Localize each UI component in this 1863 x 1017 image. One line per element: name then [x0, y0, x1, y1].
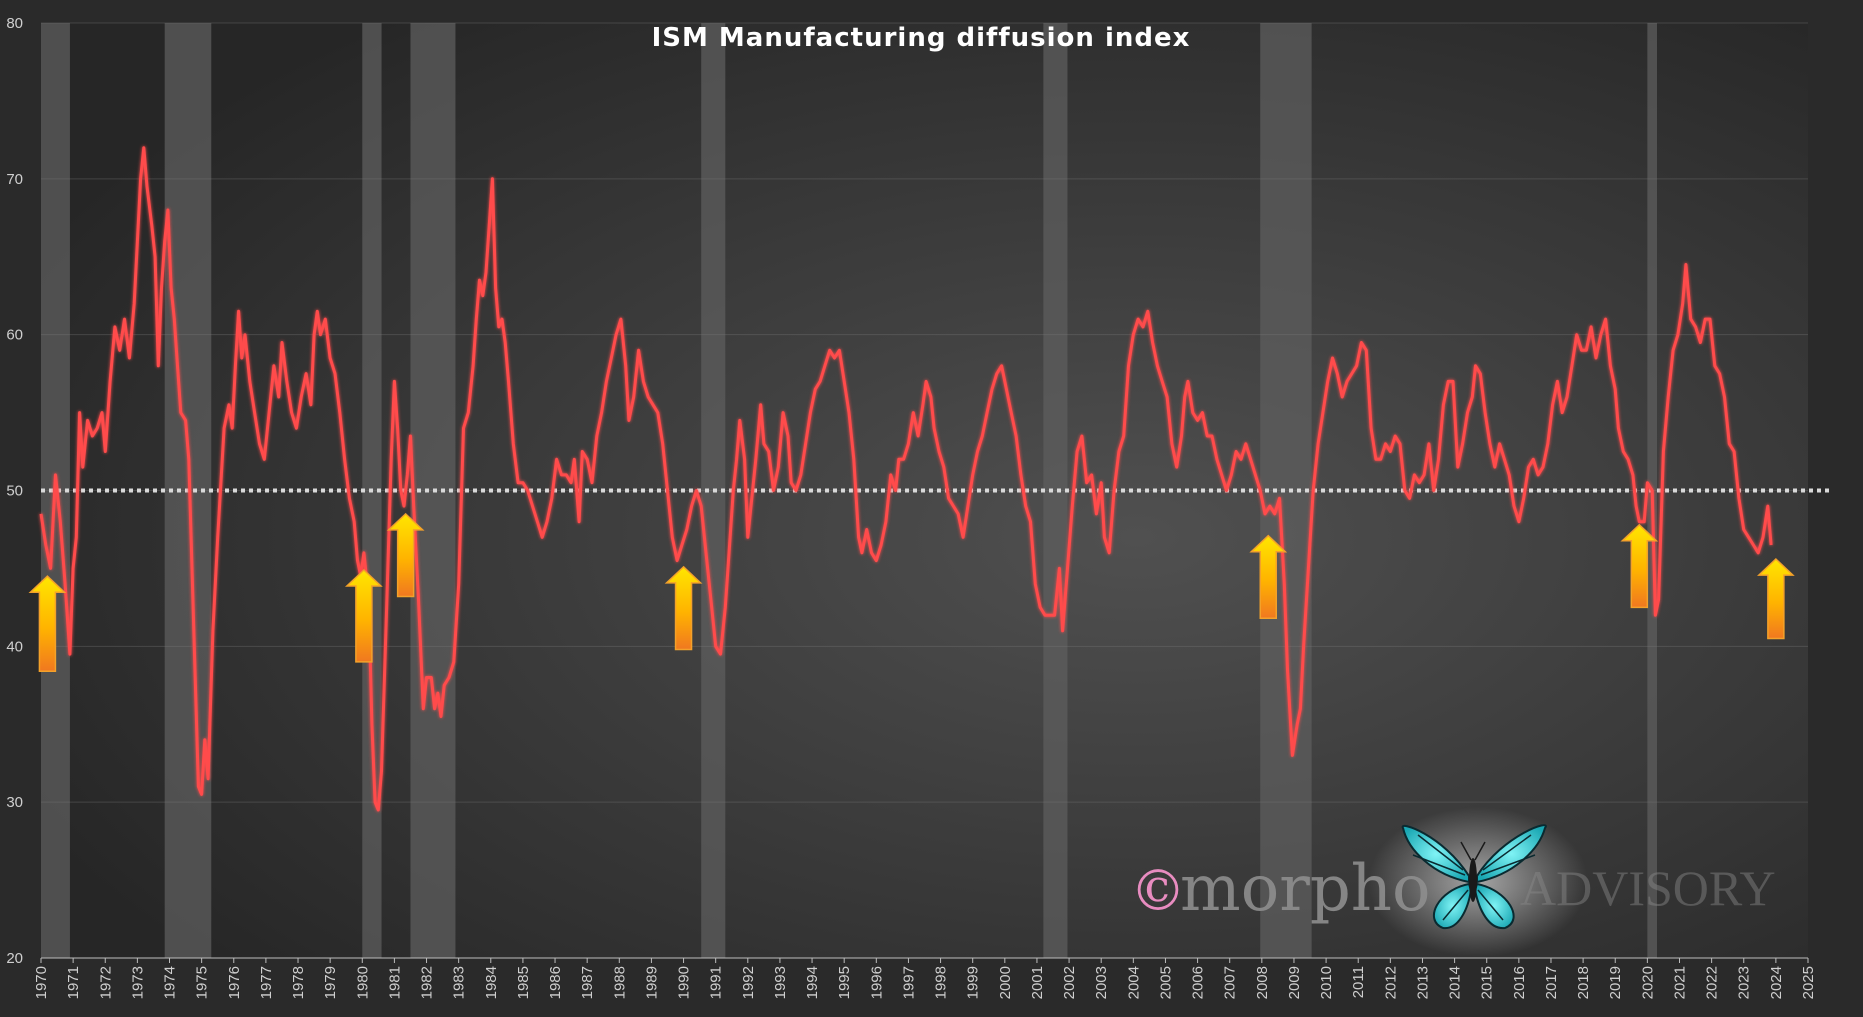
y-tick-label: 70	[6, 171, 23, 188]
x-tick-label: 1985	[515, 966, 532, 999]
y-tick-label: 60	[6, 327, 23, 344]
x-tick-label: 1979	[322, 966, 339, 999]
x-tick-label: 1988	[611, 966, 628, 999]
watermark: © morpho ADVISORY	[1130, 807, 1776, 957]
up-arrow-annotation	[664, 565, 703, 651]
x-tick-label: 2011	[1350, 966, 1367, 998]
x-tick-label: 2002	[1061, 966, 1078, 999]
x-tick-label: 2010	[1318, 966, 1335, 999]
x-tick-label: 2019	[1607, 966, 1624, 999]
x-tick-label: 1997	[900, 966, 917, 999]
x-tick-label: 1995	[836, 966, 853, 999]
x-tick-label: 1982	[419, 966, 436, 999]
watermark-brand-advisory: ADVISORY	[1520, 860, 1776, 916]
x-tick-label: 2013	[1414, 966, 1431, 999]
x-tick-label: 1992	[740, 966, 757, 999]
x-tick-label: 1991	[708, 966, 725, 999]
x-tick-label: 1971	[65, 966, 82, 999]
up-arrow-annotation	[1620, 523, 1659, 609]
recession-bands	[41, 23, 1658, 958]
y-tick-label: 40	[6, 638, 23, 655]
x-tick-label: 2025	[1800, 966, 1817, 999]
butterfly-logo-icon	[1401, 824, 1547, 930]
x-tick-label: 1973	[129, 966, 146, 999]
x-tick-label: 2004	[1125, 966, 1142, 999]
y-tick-label: 80	[6, 15, 23, 32]
x-tick-label: 2009	[1286, 966, 1303, 999]
x-tick-label: 2003	[1093, 966, 1110, 999]
x-tick-label: 2021	[1671, 966, 1688, 999]
x-tick-label: 1981	[386, 966, 403, 999]
y-tick-label: 20	[6, 950, 23, 967]
x-tick-label: 1993	[772, 966, 789, 999]
x-tick-label: 1983	[451, 966, 468, 999]
watermark-copyright: ©	[1130, 859, 1186, 924]
chart-title: ISM Manufacturing diffusion index	[652, 23, 1191, 53]
x-tick-label: 2016	[1511, 966, 1528, 999]
x-tick-label: 2024	[1768, 966, 1785, 999]
x-tick-label: 2020	[1639, 966, 1656, 999]
x-tick-label: 1975	[194, 966, 211, 999]
x-tick-label: 1998	[933, 966, 950, 999]
x-tick-label: 1974	[162, 966, 179, 999]
x-tick-label: 2017	[1543, 966, 1560, 999]
x-tick-label: 1999	[965, 966, 982, 999]
recession-band	[1043, 23, 1068, 958]
x-tick-label: 1987	[579, 966, 596, 999]
x-tick-label: 2018	[1575, 966, 1592, 999]
x-tick-label: 2014	[1447, 966, 1464, 999]
up-arrow-annotation	[386, 512, 425, 598]
x-tick-label: 2012	[1382, 966, 1399, 999]
x-tick-label: 2008	[1254, 966, 1271, 999]
x-tick-label: 1996	[868, 966, 885, 999]
x-tick-label: 1989	[643, 966, 660, 999]
y-tick-label: 50	[6, 483, 23, 500]
x-tick-label: 1978	[290, 966, 307, 999]
up-arrow-annotation	[28, 575, 67, 673]
x-tick-label: 1984	[483, 966, 500, 999]
up-arrow-annotation	[1249, 534, 1288, 620]
series-line-ism	[39, 146, 1773, 812]
x-tick-label: 2022	[1704, 966, 1721, 999]
up-arrow-annotation	[344, 568, 383, 663]
x-tick-label: 2007	[1222, 966, 1239, 999]
x-tick-label: 1976	[226, 966, 243, 999]
x-tick-label: 2005	[1157, 966, 1174, 999]
x-tick-label: 1970	[33, 966, 50, 999]
y-tick-label: 30	[6, 794, 23, 811]
x-tick-label: 1986	[547, 966, 564, 999]
watermark-brand-morpho: morpho	[1180, 852, 1431, 926]
x-tick-label: 2001	[1029, 966, 1046, 999]
x-tick-label: 2006	[1190, 966, 1207, 999]
x-tick-label: 2023	[1736, 966, 1753, 999]
x-tick-label: 2000	[997, 966, 1014, 999]
x-tick-label: 1980	[354, 966, 371, 999]
x-tick-label: 1994	[804, 966, 821, 999]
annotation-arrows	[28, 512, 1795, 673]
x-tick-label: 2015	[1479, 966, 1496, 999]
x-tick-label: 1990	[676, 966, 693, 999]
series-layer	[39, 146, 1773, 812]
x-tick-label: 1972	[97, 966, 114, 999]
axes: 20 30 40 50 60 70 80 1970 1971 1972 1973 1974 1975 19…	[6, 15, 1817, 999]
x-tick-label: 1977	[258, 966, 275, 999]
up-arrow-annotation	[1756, 558, 1795, 640]
